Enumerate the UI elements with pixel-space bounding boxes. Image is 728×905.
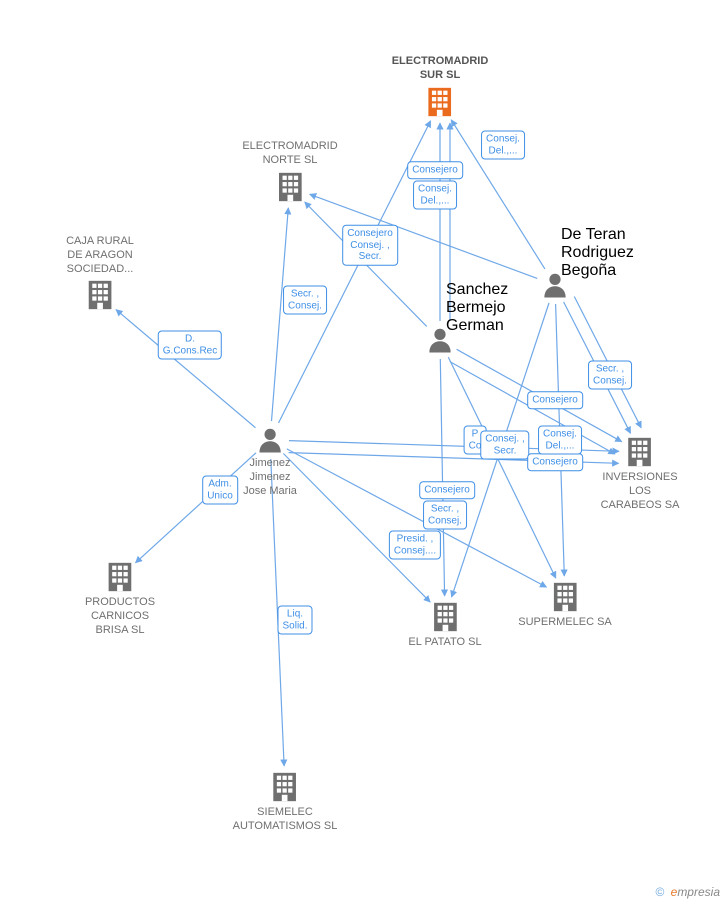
node-label: De TeranRodriguezBegoña [561, 226, 634, 280]
company-node[interactable]: ELECTROMADRIDSUR SL [392, 55, 489, 119]
edge [287, 449, 547, 587]
person-icon [540, 270, 570, 300]
edge-label: Consej. Del.,... [413, 181, 457, 210]
edge [116, 310, 256, 428]
node-label: ELECTROMADRIDSUR SL [392, 55, 489, 83]
edge-label: Liq. Solid. [277, 606, 312, 635]
company-node[interactable]: SUPERMELEC SA [518, 580, 612, 630]
copyright-symbol: © [655, 885, 664, 899]
building-icon [103, 560, 137, 594]
building-icon [428, 600, 462, 634]
building-icon [548, 580, 582, 614]
edge-label: Consejero [527, 453, 583, 471]
edge [283, 454, 430, 603]
building-icon [273, 170, 307, 204]
building-icon [623, 435, 657, 469]
edge-label: Consejero Consej. , Secr. [342, 225, 398, 266]
company-node[interactable]: ELECTROMADRIDNORTE SL [242, 140, 337, 204]
edge-label: Consejero [419, 481, 475, 499]
node-label: CAJA RURALDE ARAGONSOCIEDAD... [66, 235, 134, 276]
edge-label: Consejero [407, 161, 463, 179]
edge [440, 359, 444, 596]
person-icon [425, 325, 455, 355]
edge-label: Consej. Del.,... [538, 426, 582, 455]
watermark: © empresia [655, 885, 720, 899]
person-node[interactable]: JimenezJimenezJose Maria [243, 425, 297, 498]
person-node[interactable] [425, 325, 455, 355]
node-label: SanchezBermejoGerman [446, 281, 508, 335]
company-node[interactable]: CAJA RURALDE ARAGONSOCIEDAD... [66, 235, 134, 312]
node-label: JimenezJimenezJose Maria [243, 457, 297, 498]
edge-label: Secr. , Consej. [588, 361, 632, 390]
edge [272, 208, 289, 421]
edge-label: Adm. Unico [202, 476, 238, 505]
edge-label: D. G.Cons.Rec [158, 331, 222, 360]
edge-label: Secr. , Consej. [283, 286, 327, 315]
node-label: INVERSIONESLOSCARABEOS SA [601, 471, 680, 512]
node-label: EL PATATO SL [408, 636, 481, 650]
company-node[interactable]: SIEMELECAUTOMATISMOS SL [233, 770, 338, 834]
edge-label: Presid. , Consej.... [389, 531, 441, 560]
node-label: SUPERMELEC SA [518, 616, 612, 630]
watermark-text: mpresia [677, 885, 720, 899]
edge [136, 453, 257, 563]
edge-label: Consej. , Secr. [480, 431, 529, 460]
node-label: SIEMELECAUTOMATISMOS SL [233, 806, 338, 834]
building-icon [268, 770, 302, 804]
edge-label: Secr. , Consej. [423, 501, 467, 530]
company-node[interactable]: EL PATATO SL [408, 600, 481, 650]
person-node[interactable] [540, 270, 570, 300]
company-node[interactable]: INVERSIONESLOSCARABEOS SA [601, 435, 680, 512]
node-label: ELECTROMADRIDNORTE SL [242, 140, 337, 168]
person-icon [255, 425, 285, 455]
node-label: PRODUCTOSCARNICOSBRISA SL [85, 596, 155, 637]
building-icon [83, 278, 117, 312]
edge-label: Consejero [527, 391, 583, 409]
company-node[interactable]: PRODUCTOSCARNICOSBRISA SL [85, 560, 155, 637]
building-icon [423, 85, 457, 119]
edge-label: Consej. Del.,... [481, 131, 525, 160]
